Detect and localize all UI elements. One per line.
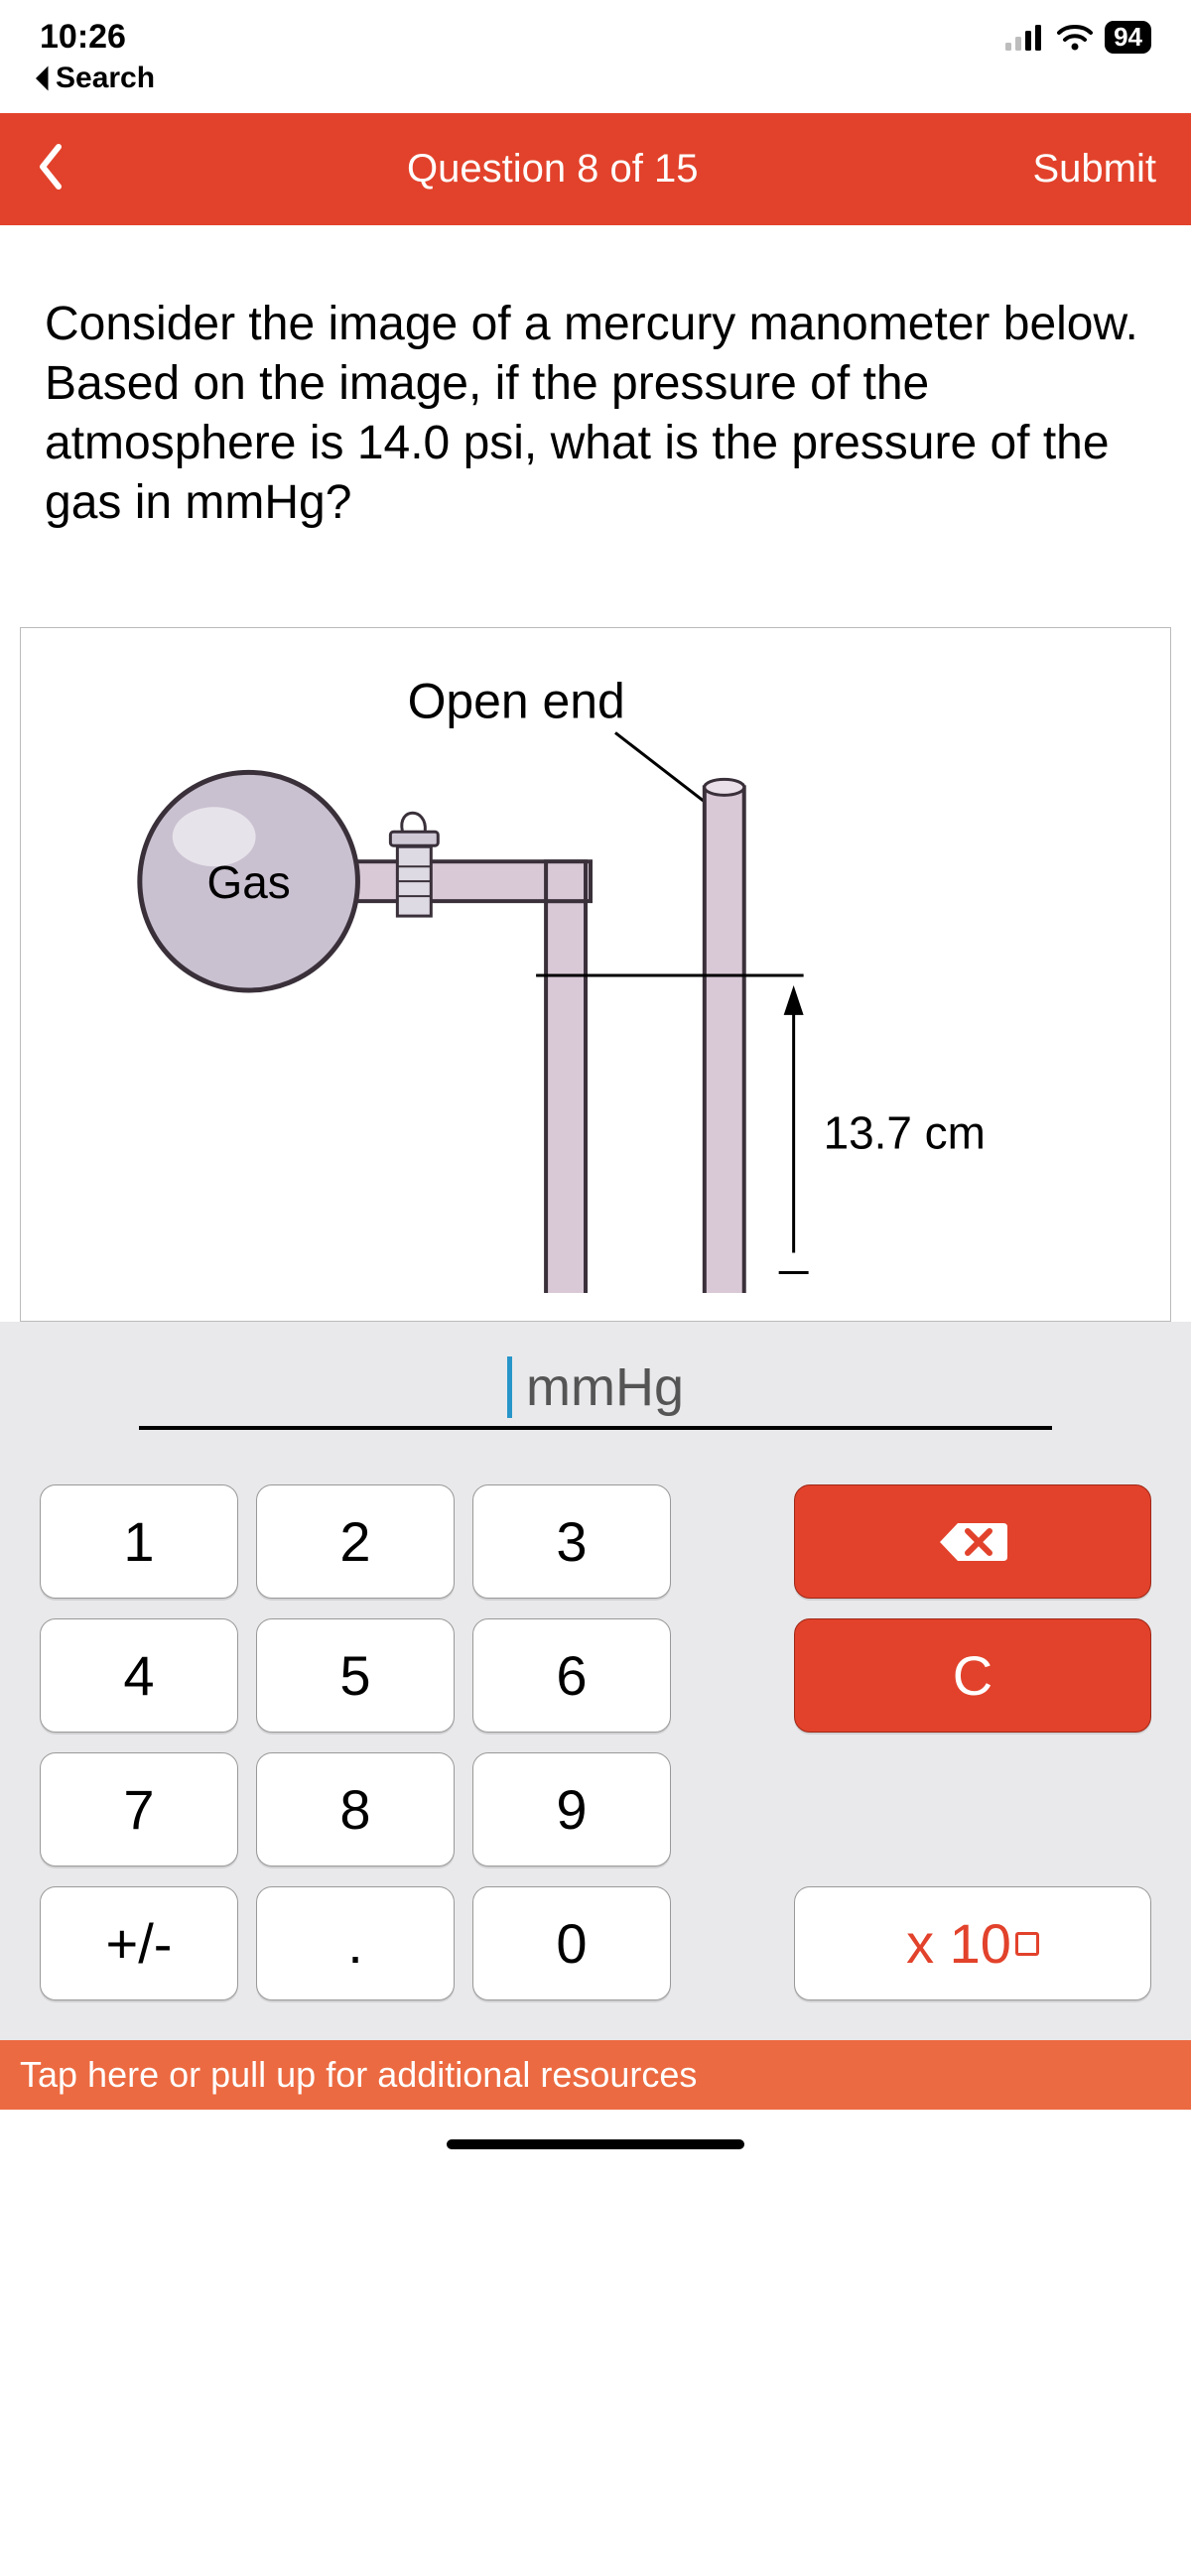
status-right: 94 [1005,21,1151,54]
exponent-button[interactable]: x 10 [794,1886,1151,2000]
back-triangle-icon [30,64,52,93]
backspace-icon [938,1519,1007,1565]
spacer [689,1752,776,1867]
back-button[interactable] [35,143,72,195]
question-counter: Question 8 of 15 [72,147,1033,192]
answer-panel: mmHg 1 2 3 4 5 6 C 7 8 9 +/- . 0 x 10 [0,1322,1191,2040]
key-8[interactable]: 8 [256,1752,455,1867]
key-4[interactable]: 4 [40,1618,238,1733]
diagram-svg: Open end Gas 13.7 cm [51,658,1140,1293]
key-0[interactable]: 0 [472,1886,671,2000]
input-cursor [507,1356,512,1418]
status-bar: 10:26 94 [0,0,1191,62]
question-text: Consider the image of a mercury manomete… [45,295,1146,533]
key-2[interactable]: 2 [256,1484,455,1599]
submit-button[interactable]: Submit [1033,147,1157,192]
cellular-signal-icon [1005,25,1045,51]
key-5[interactable]: 5 [256,1618,455,1733]
svg-text:Open end: Open end [408,673,625,728]
home-indicator[interactable] [447,2139,744,2149]
answer-input[interactable]: mmHg [139,1356,1052,1430]
key-dot[interactable]: . [256,1886,455,2000]
back-to-search[interactable]: Search [0,62,1191,113]
clear-button[interactable]: C [794,1618,1151,1733]
unit-label: mmHg [526,1356,684,1418]
resources-footer[interactable]: Tap here or pull up for additional resou… [0,2040,1191,2110]
battery-level: 94 [1105,21,1151,54]
keypad: 1 2 3 4 5 6 C 7 8 9 +/- . 0 x 10 [40,1484,1151,2000]
backspace-button[interactable] [794,1484,1151,1599]
key-7[interactable]: 7 [40,1752,238,1867]
svg-text:13.7 cm: 13.7 cm [824,1107,986,1159]
spacer [689,1886,776,2000]
footer-text: Tap here or pull up for additional resou… [20,2054,697,2095]
exponent-label: x 10 [906,1911,1011,1976]
svg-text:Gas: Gas [207,856,291,908]
key-9[interactable]: 9 [472,1752,671,1867]
key-plusminus[interactable]: +/- [40,1886,238,2000]
spacer [689,1618,776,1733]
key-1[interactable]: 1 [40,1484,238,1599]
clock: 10:26 [40,18,126,57]
app-header: Question 8 of 15 Submit [0,113,1191,225]
exponent-box-icon [1015,1932,1039,1956]
back-search-label: Search [56,62,155,95]
spacer [794,1752,1151,1867]
spacer [689,1484,776,1599]
key-6[interactable]: 6 [472,1618,671,1733]
manometer-diagram: Open end Gas 13.7 cm [20,627,1171,1322]
question-body: Consider the image of a mercury manomete… [0,225,1191,573]
wifi-icon [1057,25,1093,51]
key-3[interactable]: 3 [472,1484,671,1599]
